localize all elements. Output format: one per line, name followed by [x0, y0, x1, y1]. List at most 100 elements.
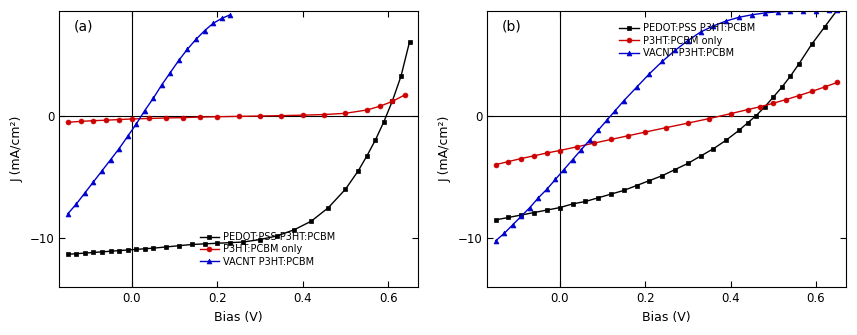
VACNT P3HT:PCBM — [490, 239, 500, 243]
VACNT P3HT:PCBM — [832, 8, 842, 12]
PEDOT:PSS P3HT:PCBM — [529, 210, 539, 214]
VACNT P3HT:PCBM — [499, 231, 509, 236]
P3HT:PCBM only — [542, 151, 552, 155]
P3HT:PCBM only — [101, 118, 111, 122]
VACNT P3HT:PCBM — [759, 11, 770, 15]
PEDOT:PSS P3HT:PCBM — [289, 228, 299, 232]
P3HT:PCBM only — [529, 154, 539, 158]
PEDOT:PSS P3HT:PCBM — [759, 105, 770, 109]
Line: VACNT P3HT:PCBM: VACNT P3HT:PCBM — [493, 8, 840, 243]
P3HT:PCBM only — [768, 101, 778, 105]
Line: PEDOT:PSS P3HT:PCBM: PEDOT:PSS P3HT:PCBM — [65, 40, 412, 257]
Line: P3HT:PCBM only: P3HT:PCBM only — [65, 92, 408, 125]
VACNT P3HT:PCBM — [140, 109, 150, 113]
VACNT P3HT:PCBM — [576, 148, 586, 152]
VACNT P3HT:PCBM — [157, 83, 167, 87]
PEDOT:PSS P3HT:PCBM — [709, 147, 719, 151]
P3HT:PCBM only — [114, 118, 124, 122]
VACNT P3HT:PCBM — [516, 214, 526, 218]
Legend: PEDOT:PSS P3HT:PCBM, P3HT:PCBM only, VACNT P3HT:PCBM: PEDOT:PSS P3HT:PCBM, P3HT:PCBM only, VAC… — [618, 21, 757, 60]
P3HT:PCBM only — [255, 114, 265, 118]
VACNT P3HT:PCBM — [208, 21, 219, 25]
Text: (b): (b) — [501, 19, 521, 34]
Text: (a): (a) — [74, 19, 93, 34]
P3HT:PCBM only — [742, 108, 752, 112]
PEDOT:PSS P3HT:PCBM — [80, 251, 90, 255]
VACNT P3HT:PCBM — [734, 15, 744, 19]
VACNT P3HT:PCBM — [88, 180, 99, 184]
PEDOT:PSS P3HT:PCBM — [387, 99, 398, 103]
PEDOT:PSS P3HT:PCBM — [567, 202, 578, 206]
PEDOT:PSS P3HT:PCBM — [832, 8, 842, 12]
VACNT P3HT:PCBM — [696, 30, 706, 34]
PEDOT:PSS P3HT:PCBM — [140, 247, 150, 251]
PEDOT:PSS P3HT:PCBM — [123, 248, 133, 252]
VACNT P3HT:PCBM — [721, 19, 731, 23]
X-axis label: Bias (V): Bias (V) — [214, 311, 263, 324]
PEDOT:PSS P3HT:PCBM — [174, 244, 184, 248]
VACNT P3HT:PCBM — [670, 48, 680, 52]
VACNT P3HT:PCBM — [183, 47, 193, 51]
PEDOT:PSS P3HT:PCBM — [131, 247, 141, 251]
P3HT:PCBM only — [276, 114, 286, 118]
X-axis label: Bias (V): Bias (V) — [642, 311, 691, 324]
Line: VACNT P3HT:PCBM: VACNT P3HT:PCBM — [65, 12, 232, 216]
PEDOT:PSS P3HT:PCBM — [105, 249, 116, 253]
PEDOT:PSS P3HT:PCBM — [580, 199, 590, 203]
PEDOT:PSS P3HT:PCBM — [683, 161, 693, 165]
VACNT P3HT:PCBM — [772, 10, 782, 14]
VACNT P3HT:PCBM — [174, 58, 184, 62]
P3HT:PCBM only — [178, 116, 189, 120]
VACNT P3HT:PCBM — [619, 99, 629, 103]
P3HT:PCBM only — [640, 130, 650, 134]
P3HT:PCBM only — [755, 105, 765, 109]
P3HT:PCBM only — [704, 117, 715, 121]
PEDOT:PSS P3HT:PCBM — [255, 238, 265, 242]
VACNT P3HT:PCBM — [632, 85, 642, 89]
PEDOT:PSS P3HT:PCBM — [785, 74, 795, 78]
PEDOT:PSS P3HT:PCBM — [742, 121, 752, 125]
Y-axis label: J (mA/cm²): J (mA/cm²) — [11, 116, 24, 183]
PEDOT:PSS P3HT:PCBM — [644, 179, 655, 183]
VACNT P3HT:PCBM — [593, 128, 603, 132]
PEDOT:PSS P3HT:PCBM — [721, 138, 731, 142]
PEDOT:PSS P3HT:PCBM — [670, 168, 680, 172]
VACNT P3HT:PCBM — [165, 70, 176, 74]
P3HT:PCBM only — [75, 119, 86, 123]
VACNT P3HT:PCBM — [824, 8, 834, 12]
VACNT P3HT:PCBM — [131, 122, 141, 126]
P3HT:PCBM only — [161, 116, 171, 120]
VACNT P3HT:PCBM — [191, 37, 201, 41]
VACNT P3HT:PCBM — [123, 134, 133, 138]
VACNT P3HT:PCBM — [148, 96, 159, 100]
Line: P3HT:PCBM only: P3HT:PCBM only — [493, 80, 840, 167]
PEDOT:PSS P3HT:PCBM — [306, 219, 316, 223]
PEDOT:PSS P3HT:PCBM — [323, 206, 333, 210]
P3HT:PCBM only — [490, 162, 500, 166]
PEDOT:PSS P3HT:PCBM — [806, 42, 817, 46]
PEDOT:PSS P3HT:PCBM — [542, 208, 552, 212]
VACNT P3HT:PCBM — [105, 158, 116, 162]
P3HT:PCBM only — [806, 89, 817, 93]
PEDOT:PSS P3HT:PCBM — [657, 174, 668, 178]
VACNT P3HT:PCBM — [200, 29, 210, 33]
PEDOT:PSS P3HT:PCBM — [63, 252, 73, 256]
PEDOT:PSS P3HT:PCBM — [161, 245, 171, 249]
VACNT P3HT:PCBM — [798, 9, 808, 13]
PEDOT:PSS P3HT:PCBM — [768, 95, 778, 99]
VACNT P3HT:PCBM — [567, 158, 578, 162]
Line: PEDOT:PSS P3HT:PCBM: PEDOT:PSS P3HT:PCBM — [493, 7, 840, 222]
VACNT P3HT:PCBM — [709, 24, 719, 28]
VACNT P3HT:PCBM — [63, 212, 73, 216]
P3HT:PCBM only — [195, 115, 206, 119]
P3HT:PCBM only — [127, 117, 137, 121]
PEDOT:PSS P3HT:PCBM — [200, 242, 210, 246]
VACNT P3HT:PCBM — [542, 187, 552, 191]
VACNT P3HT:PCBM — [683, 39, 693, 43]
P3HT:PCBM only — [63, 120, 73, 124]
P3HT:PCBM only — [819, 85, 830, 89]
PEDOT:PSS P3HT:PCBM — [632, 184, 642, 188]
PEDOT:PSS P3HT:PCBM — [71, 252, 81, 256]
P3HT:PCBM only — [387, 99, 398, 104]
VACNT P3HT:PCBM — [533, 196, 543, 200]
